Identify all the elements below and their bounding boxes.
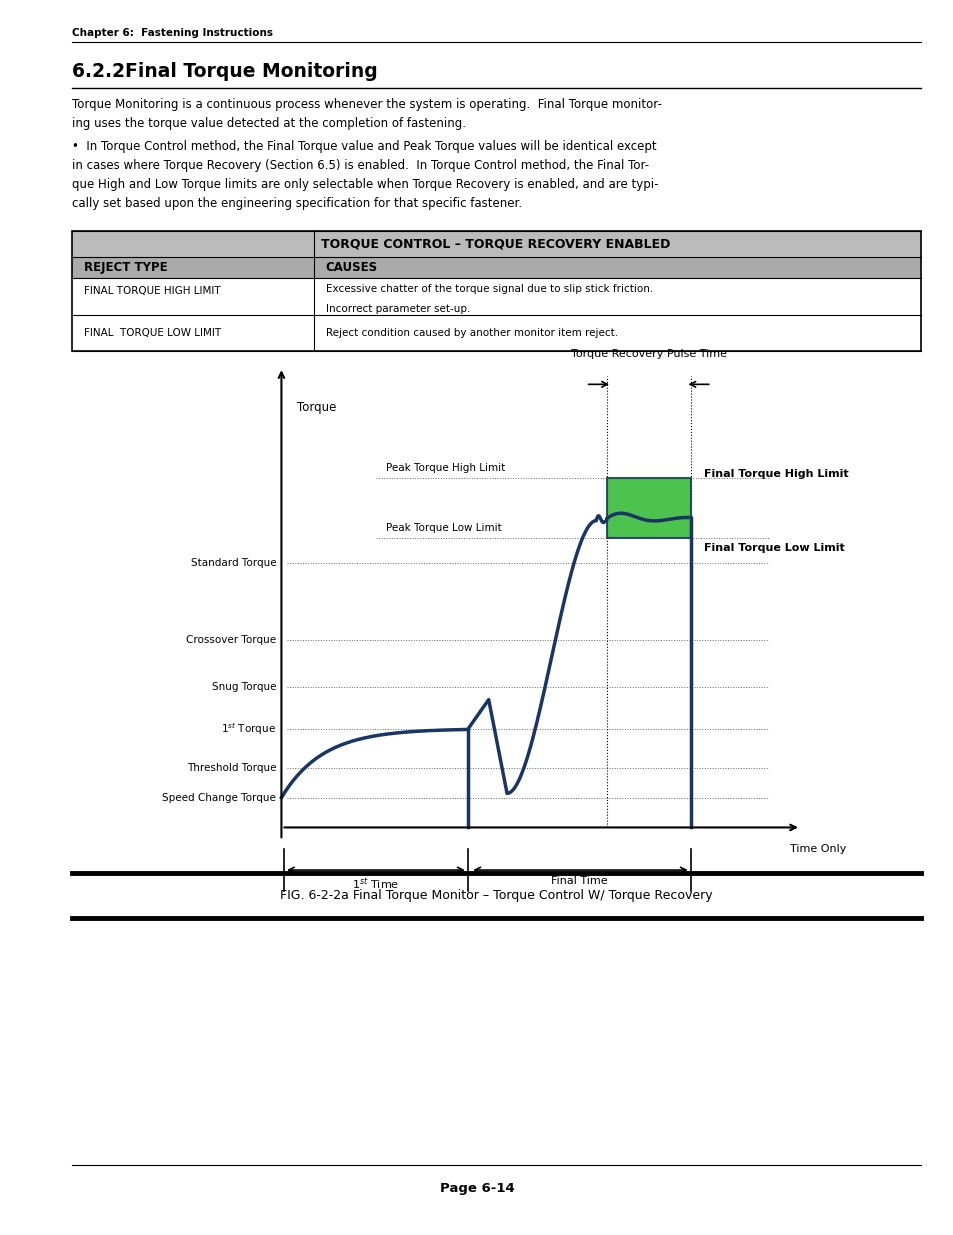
Text: Peak Torque High Limit: Peak Torque High Limit bbox=[386, 463, 505, 473]
Text: FINAL TORQUE HIGH LIMIT: FINAL TORQUE HIGH LIMIT bbox=[84, 285, 220, 295]
Bar bbox=[71, 278, 920, 315]
Text: Time Only: Time Only bbox=[789, 844, 846, 853]
Text: in cases where Torque Recovery (Section 6.5) is enabled.  In Torque Control meth: in cases where Torque Recovery (Section … bbox=[71, 159, 648, 172]
Bar bbox=[71, 257, 920, 278]
Text: Torque Recovery Pulse Time: Torque Recovery Pulse Time bbox=[570, 348, 726, 358]
Text: Peak Torque Low Limit: Peak Torque Low Limit bbox=[386, 522, 501, 532]
Text: Final Torque High Limit: Final Torque High Limit bbox=[703, 469, 847, 479]
Text: •  In Torque Control method, the Final Torque value and Peak Torque values will : • In Torque Control method, the Final To… bbox=[71, 140, 656, 153]
Text: FIG. 6-2-2a Final Torque Monitor – Torque Control W/ Torque Recovery: FIG. 6-2-2a Final Torque Monitor – Torqu… bbox=[279, 889, 712, 902]
Text: Excessive chatter of the torque signal due to slip stick friction.: Excessive chatter of the torque signal d… bbox=[325, 284, 652, 294]
Text: Chapter 6:  Fastening Instructions: Chapter 6: Fastening Instructions bbox=[71, 28, 273, 38]
Text: REJECT TYPE: REJECT TYPE bbox=[84, 262, 167, 274]
Text: 1$^{st}$ Torque: 1$^{st}$ Torque bbox=[221, 721, 276, 737]
Text: Final Torque Low Limit: Final Torque Low Limit bbox=[703, 542, 843, 552]
Bar bbox=[71, 231, 920, 351]
Text: Reject condition caused by another monitor item reject.: Reject condition caused by another monit… bbox=[325, 327, 617, 337]
Text: Page 6-14: Page 6-14 bbox=[439, 1182, 514, 1195]
Text: Threshold Torque: Threshold Torque bbox=[187, 763, 276, 773]
Bar bbox=[71, 315, 920, 351]
Text: CAUSES: CAUSES bbox=[325, 262, 377, 274]
Text: Snug Torque: Snug Torque bbox=[212, 682, 276, 692]
Text: Torque Monitoring is a continuous process whenever the system is operating.  Fin: Torque Monitoring is a continuous proces… bbox=[71, 98, 660, 111]
Bar bbox=[606, 478, 690, 537]
Text: Final Time: Final Time bbox=[550, 877, 607, 887]
Text: Speed Change Torque: Speed Change Torque bbox=[162, 793, 276, 803]
Text: que High and Low Torque limits are only selectable when Torque Recovery is enabl: que High and Low Torque limits are only … bbox=[71, 178, 658, 191]
Text: ing uses the torque value detected at the completion of fastening.: ing uses the torque value detected at th… bbox=[71, 117, 465, 130]
Text: Standard Torque: Standard Torque bbox=[191, 558, 276, 568]
Text: Torque: Torque bbox=[297, 401, 336, 415]
Text: Incorrect parameter set-up.: Incorrect parameter set-up. bbox=[325, 304, 470, 314]
Bar bbox=[71, 231, 920, 351]
Text: FINAL  TORQUE LOW LIMIT: FINAL TORQUE LOW LIMIT bbox=[84, 327, 220, 337]
Text: cally set based upon the engineering specification for that specific fastener.: cally set based upon the engineering spe… bbox=[71, 198, 521, 210]
Text: 1$^{st}$ Time: 1$^{st}$ Time bbox=[352, 877, 399, 892]
Text: TORQUE CONTROL – TORQUE RECOVERY ENABLED: TORQUE CONTROL – TORQUE RECOVERY ENABLED bbox=[321, 237, 670, 251]
Text: Crossover Torque: Crossover Torque bbox=[186, 635, 276, 645]
Bar bbox=[71, 231, 920, 257]
Text: 6.2.2Final Torque Monitoring: 6.2.2Final Torque Monitoring bbox=[71, 62, 376, 80]
